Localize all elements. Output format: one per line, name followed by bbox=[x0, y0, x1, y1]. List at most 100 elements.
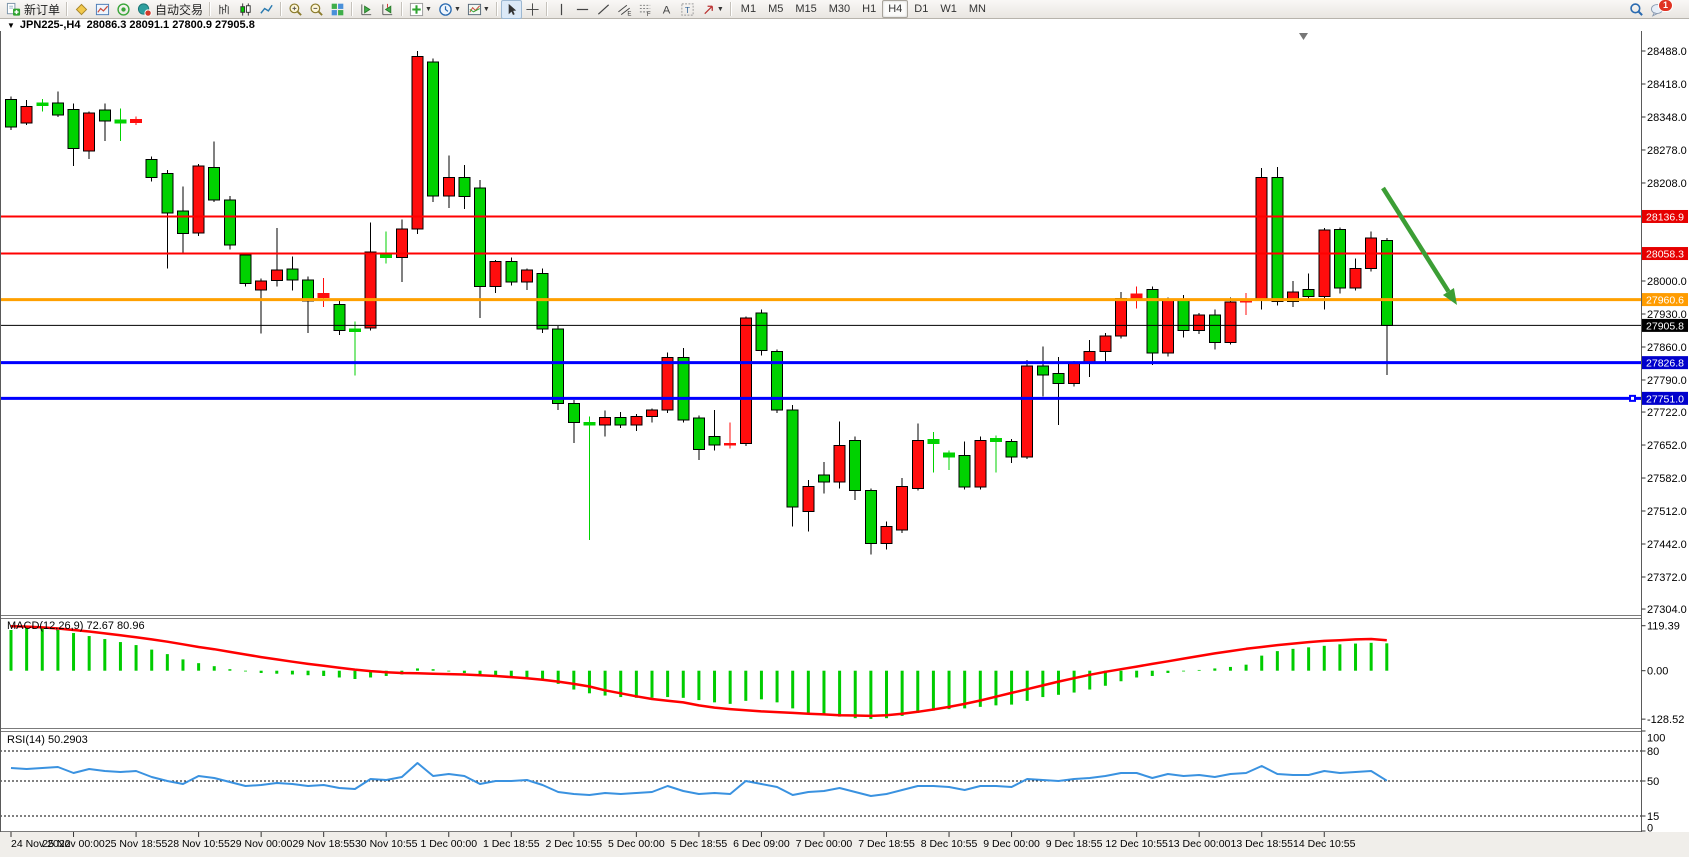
candle bbox=[67, 103, 80, 167]
candle bbox=[395, 219, 408, 282]
rsi-tick-label: 15 bbox=[1647, 811, 1659, 823]
candle-series bbox=[5, 51, 1393, 555]
dropdown-caret-icon[interactable]: ▼ bbox=[425, 5, 432, 13]
down-arrow-object[interactable] bbox=[1381, 186, 1457, 305]
zoom-in-button[interactable] bbox=[285, 0, 306, 19]
candle-body bbox=[833, 444, 846, 483]
candlestick-style-button[interactable] bbox=[235, 0, 256, 19]
timeframe-d1-button[interactable]: D1 bbox=[914, 3, 929, 15]
chart-shift-button[interactable] bbox=[356, 0, 377, 19]
hline-handle-dot bbox=[1631, 396, 1634, 400]
candle-body bbox=[1115, 297, 1128, 337]
candle-body bbox=[302, 279, 315, 302]
auto-scroll-button[interactable] bbox=[377, 0, 398, 19]
price-axis[interactable]: 28488.0 28418.0 28348.0 28278.0 28208.0 28000… bbox=[1641, 46, 1689, 616]
candle bbox=[599, 410, 612, 437]
vertical-line-tool-button[interactable] bbox=[551, 0, 572, 19]
dropdown-caret-icon[interactable]: ▼ bbox=[482, 5, 490, 13]
price-tick-label: 28348.0 bbox=[1647, 112, 1687, 124]
candle bbox=[192, 164, 205, 236]
price-badge-27826.8: 27826.8 bbox=[1642, 356, 1688, 370]
timeframe-w1-button[interactable]: W1 bbox=[940, 3, 957, 15]
timeframe-m30-button[interactable]: M30 bbox=[828, 3, 851, 15]
toolbar-separator bbox=[209, 2, 212, 16]
time-tick-label: 5 Dec 00:00 bbox=[608, 838, 665, 850]
price-tick-label: 27930.0 bbox=[1647, 309, 1687, 321]
autotrading-button[interactable]: 自动交易 bbox=[134, 0, 206, 19]
candle-body bbox=[645, 409, 658, 418]
channel-tool-button[interactable]: E bbox=[614, 0, 635, 19]
arrows-tool-button[interactable]: ▼ bbox=[698, 0, 727, 19]
candle-body bbox=[1099, 335, 1112, 353]
search-button[interactable] bbox=[1626, 0, 1647, 19]
candle bbox=[849, 436, 862, 501]
candle-body bbox=[1005, 440, 1018, 458]
arrow-shaft[interactable] bbox=[1381, 186, 1451, 293]
time-tick-label: 2 Dec 10:55 bbox=[546, 838, 603, 850]
label-tool-button[interactable]: T bbox=[677, 0, 698, 19]
symbol-dropdown-icon[interactable]: ▼ bbox=[7, 21, 15, 30]
candle bbox=[176, 186, 189, 254]
dropdown-caret-icon[interactable]: ▼ bbox=[716, 5, 724, 13]
fibonacci-tool-button[interactable]: F bbox=[635, 0, 656, 19]
horizontal-line-tool-button[interactable] bbox=[572, 0, 593, 19]
svg-text:E: E bbox=[627, 10, 631, 16]
candle bbox=[755, 309, 768, 356]
timeframe-m5-button[interactable]: M5 bbox=[768, 3, 784, 15]
metaeditor-button[interactable] bbox=[71, 0, 92, 19]
line-chart-style-button[interactable] bbox=[256, 0, 277, 19]
candle bbox=[786, 404, 799, 527]
timeframe-mn-button[interactable]: MN bbox=[968, 3, 986, 15]
price-badge-bg bbox=[1642, 356, 1688, 370]
text-a-icon: A bbox=[663, 4, 671, 16]
price-badge-label: 27826.8 bbox=[1646, 358, 1684, 370]
tline-icon bbox=[597, 3, 609, 15]
candle bbox=[567, 399, 580, 444]
chart-title-bar[interactable]: ▼ JPN225-,H4 28086.3 28091.1 27800.9 2790… bbox=[0, 19, 1689, 31]
cursor-tool-button[interactable] bbox=[500, 0, 522, 19]
tile-windows-button[interactable] bbox=[327, 0, 348, 19]
candle bbox=[1005, 438, 1018, 463]
candle-body bbox=[1333, 229, 1346, 289]
bar-chart-style-button[interactable] bbox=[214, 0, 235, 19]
candle bbox=[145, 156, 158, 182]
timeframe-h1-button[interactable]: H1 bbox=[862, 3, 877, 15]
dropdown-caret-icon[interactable]: ▼ bbox=[453, 5, 461, 13]
candle bbox=[255, 278, 268, 334]
trendline-tool-button[interactable] bbox=[593, 0, 614, 19]
timeframe-m15-button[interactable]: M15 bbox=[795, 3, 817, 15]
candle-body bbox=[786, 409, 799, 508]
candle-body bbox=[1349, 267, 1362, 289]
candle bbox=[677, 347, 690, 423]
candle bbox=[1255, 167, 1268, 310]
timeframe-h4-button[interactable]: H4 bbox=[882, 0, 909, 18]
zoom-out-button[interactable] bbox=[306, 0, 327, 19]
line-style-icon bbox=[260, 4, 273, 14]
candle bbox=[114, 108, 127, 142]
candle bbox=[1224, 297, 1237, 345]
candle bbox=[1161, 297, 1174, 357]
time-tick-label: 9 Dec 18:55 bbox=[1046, 838, 1103, 850]
new-order-button[interactable]: 新订单 bbox=[3, 0, 63, 19]
candle bbox=[239, 252, 252, 287]
candle-body bbox=[614, 417, 627, 426]
candle bbox=[36, 99, 49, 112]
indicators-button[interactable]: ▼ bbox=[406, 0, 435, 19]
new-chart-button[interactable] bbox=[92, 0, 113, 19]
notifications-button[interactable]: 1 bbox=[1647, 0, 1683, 19]
candle bbox=[1036, 346, 1049, 397]
timeframe-m1-button[interactable]: M1 bbox=[740, 3, 757, 15]
candle-body bbox=[364, 251, 377, 329]
templates-button[interactable]: ▼ bbox=[464, 0, 493, 19]
signals-icon bbox=[117, 2, 130, 16]
chart-shift-marker-icon bbox=[1299, 33, 1308, 40]
candle-body bbox=[20, 106, 33, 124]
periods-button[interactable]: ▼ bbox=[435, 0, 464, 19]
candle-body bbox=[567, 403, 580, 423]
hline-27751[interactable] bbox=[0, 394, 1642, 402]
crosshair-tool-button[interactable] bbox=[522, 0, 543, 19]
signals-button[interactable] bbox=[113, 0, 134, 19]
chart-canvas[interactable]: 28488.0 28418.0 28348.0 28278.0 28208.0 28000… bbox=[0, 19, 1689, 857]
text-tool-button[interactable]: A bbox=[656, 0, 677, 19]
